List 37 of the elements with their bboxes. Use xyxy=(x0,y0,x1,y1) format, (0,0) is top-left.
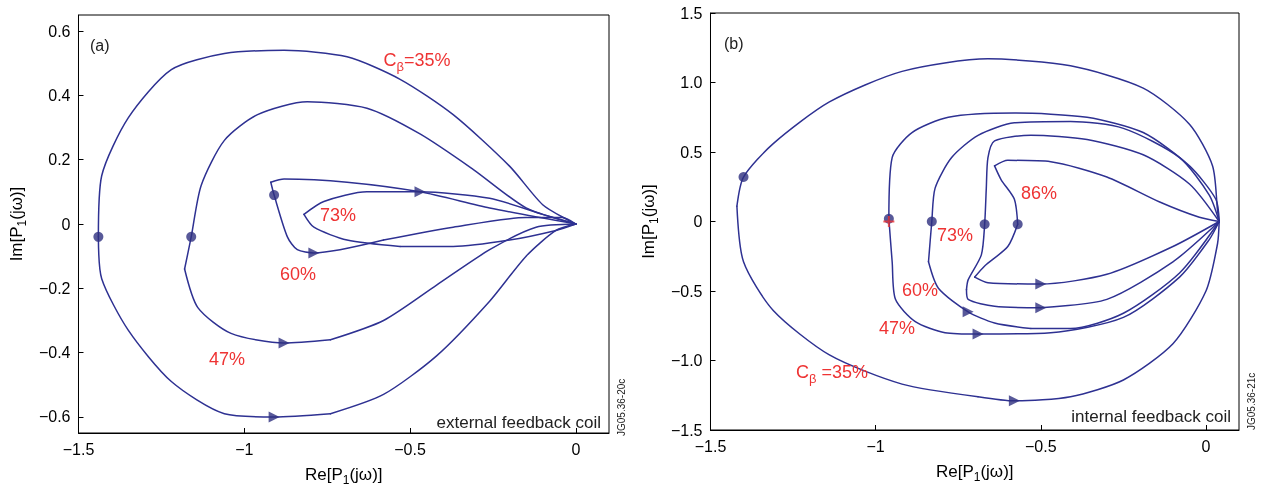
annotation: 47% xyxy=(208,349,246,369)
annotation: external feedback coil xyxy=(436,412,601,432)
x-tick-label: −0.5 xyxy=(394,440,426,458)
annotation: 60% xyxy=(901,280,939,300)
x-tick-label: 0 xyxy=(1201,437,1211,455)
y-tick-label: 0.4 xyxy=(48,86,71,104)
y-tick-label: −1.0 xyxy=(670,352,703,369)
x-tick-label: −1 xyxy=(235,440,254,458)
y-tick-label: 0.5 xyxy=(680,143,703,161)
y-tick-label: 1.0 xyxy=(680,74,703,91)
y-tick-label: 1.5 xyxy=(680,4,703,22)
x-tick-label: −1.5 xyxy=(62,440,95,458)
annotation: internal feedback coil xyxy=(1071,406,1231,426)
text: JG05.36-20c xyxy=(615,378,627,436)
y-axis-title: Im[P1(jω)] xyxy=(7,186,29,262)
y-tick-label: −0.5 xyxy=(670,282,703,300)
text: JG05.36-21c xyxy=(1245,372,1257,430)
annotation: (b) xyxy=(724,34,744,52)
x-tick-label: −1.5 xyxy=(694,437,727,455)
y-tick-label: 0 xyxy=(693,213,703,230)
annotation: 73% xyxy=(936,225,974,245)
y-tick-label: −0.2 xyxy=(38,279,71,297)
y-tick-label: 0.6 xyxy=(48,22,71,40)
x-tick-label: −0.5 xyxy=(1025,437,1057,455)
y-tick-label: −0.4 xyxy=(38,344,71,362)
annotation: 86% xyxy=(1020,183,1058,203)
y-tick-label: −0.6 xyxy=(38,408,71,426)
y-axis-title: Im[P1(jω)] xyxy=(639,184,661,259)
y-tick-label: 0.2 xyxy=(48,151,71,169)
annotation: 47% xyxy=(878,318,916,338)
annotation: 73% xyxy=(319,205,357,225)
y-tick-label: −1.5 xyxy=(670,421,703,439)
annotation: (a) xyxy=(90,36,110,54)
x-tick-label: 0 xyxy=(571,440,581,458)
y-tick-label: 0 xyxy=(61,215,71,233)
annotation: 60% xyxy=(279,264,317,284)
x-tick-label: −1 xyxy=(866,437,885,455)
